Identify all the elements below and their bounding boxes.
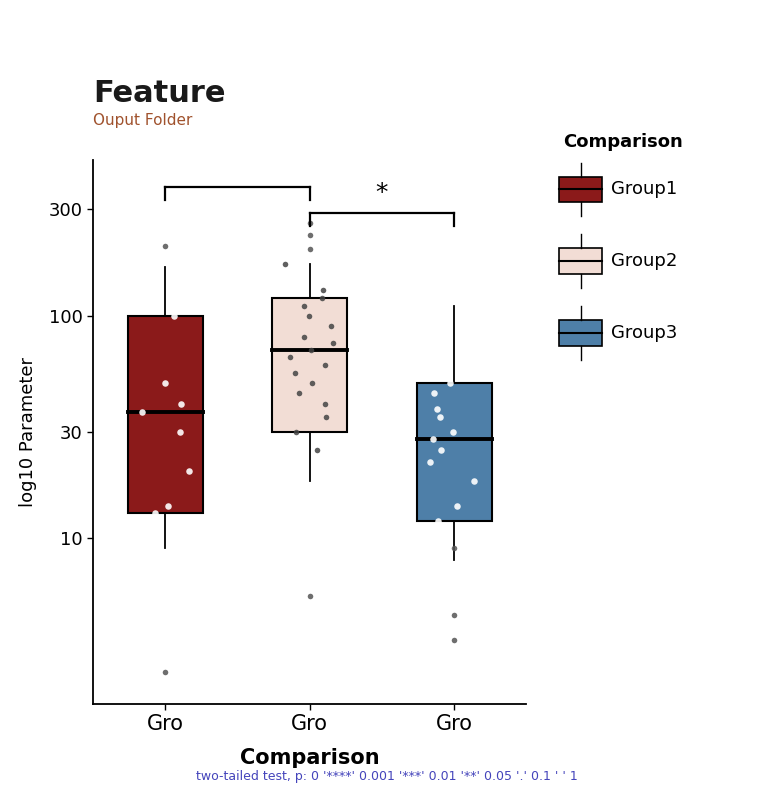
Point bbox=[298, 330, 310, 343]
Bar bbox=[559, 177, 602, 202]
Point bbox=[303, 229, 316, 242]
Point bbox=[432, 514, 444, 527]
Point bbox=[279, 258, 292, 270]
Point bbox=[430, 402, 443, 415]
Bar bbox=[416, 382, 491, 521]
Bar bbox=[128, 316, 203, 513]
Text: Group2: Group2 bbox=[611, 252, 677, 270]
Point bbox=[159, 666, 171, 678]
Point bbox=[283, 351, 296, 364]
Point bbox=[183, 465, 195, 478]
Text: Feature: Feature bbox=[93, 79, 225, 108]
Text: Comparison: Comparison bbox=[563, 133, 683, 151]
Point bbox=[174, 426, 187, 438]
Point bbox=[433, 410, 446, 423]
Point bbox=[319, 398, 331, 410]
Point bbox=[136, 406, 149, 418]
Point bbox=[303, 217, 316, 230]
Point bbox=[423, 455, 436, 468]
Point bbox=[289, 367, 302, 380]
Point bbox=[175, 398, 187, 410]
Point bbox=[317, 284, 329, 297]
Text: *: * bbox=[375, 182, 388, 206]
Point bbox=[297, 300, 310, 313]
Point bbox=[435, 443, 447, 456]
Text: Ouput Folder: Ouput Folder bbox=[93, 113, 192, 128]
Point bbox=[324, 319, 337, 332]
Point bbox=[159, 376, 171, 389]
Text: Group3: Group3 bbox=[611, 324, 677, 342]
Point bbox=[303, 242, 316, 255]
Point bbox=[448, 609, 461, 622]
Point bbox=[159, 240, 171, 253]
Point bbox=[137, 542, 149, 554]
Point bbox=[428, 386, 440, 399]
Point bbox=[448, 542, 461, 554]
Bar bbox=[559, 248, 602, 274]
Point bbox=[289, 426, 302, 438]
Text: Group1: Group1 bbox=[611, 181, 677, 198]
Point bbox=[327, 337, 339, 350]
Bar bbox=[559, 320, 602, 346]
Point bbox=[303, 310, 316, 322]
Point bbox=[467, 475, 480, 488]
Point bbox=[303, 590, 316, 602]
Point bbox=[447, 426, 459, 438]
Point bbox=[444, 376, 456, 389]
Point bbox=[149, 506, 161, 519]
Bar bbox=[272, 298, 348, 432]
Y-axis label: log10 Parameter: log10 Parameter bbox=[19, 357, 37, 507]
Point bbox=[167, 310, 180, 322]
Point bbox=[310, 443, 323, 456]
Point bbox=[320, 410, 332, 423]
Point bbox=[316, 291, 328, 304]
X-axis label: Comparison: Comparison bbox=[240, 748, 379, 768]
Point bbox=[319, 358, 331, 371]
Point bbox=[450, 499, 463, 512]
Point bbox=[293, 386, 306, 399]
Point bbox=[306, 376, 318, 389]
Text: two-tailed test, p: 0 '****' 0.001 '***' 0.01 '**' 0.05 '.' 0.1 ' ' 1: two-tailed test, p: 0 '****' 0.001 '***'… bbox=[196, 770, 578, 783]
Point bbox=[448, 634, 461, 646]
Point bbox=[305, 344, 317, 357]
Point bbox=[428, 300, 440, 313]
Point bbox=[162, 499, 174, 512]
Point bbox=[427, 432, 440, 445]
